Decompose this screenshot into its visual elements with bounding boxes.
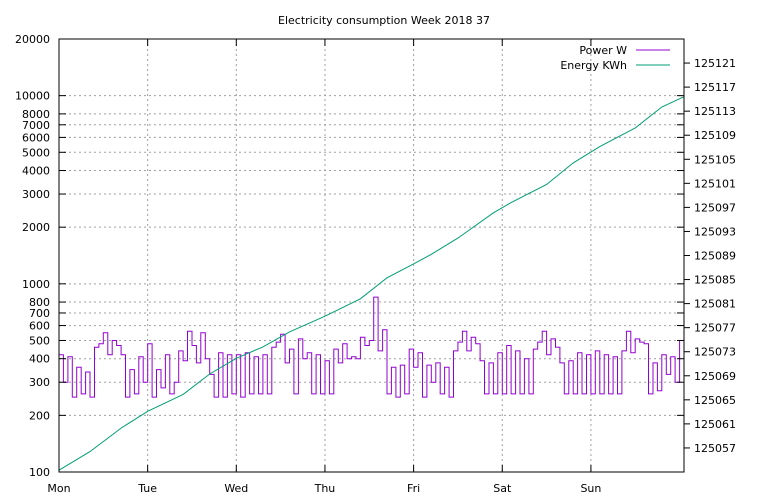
x-tick-label: Wed [224, 482, 248, 495]
y2-axis-ticks: 125057 125061 125065 125069 125073 125077 1250… [684, 57, 736, 455]
y-tick-label: 800 [29, 296, 50, 309]
y-tick-label: 400 [29, 353, 50, 366]
y2-tick-label: 125109 [694, 129, 736, 142]
y-tick-label: 8000 [22, 108, 50, 121]
x-tick-label: Fri [407, 482, 420, 495]
y-tick-label: 700 [29, 307, 50, 320]
y2-tick-label: 125101 [694, 177, 736, 190]
y-tick-label: 5000 [22, 146, 50, 159]
grid [59, 39, 684, 472]
y-tick-label: 100 [29, 466, 50, 479]
y2-tick-label: 125057 [694, 442, 736, 455]
y2-tick-label: 125097 [694, 201, 736, 214]
y2-tick-label: 125081 [694, 298, 736, 311]
y-tick-label: 20000 [15, 33, 50, 46]
legend-label: Energy KWh [560, 59, 627, 72]
y2-tick-label: 125077 [694, 322, 736, 335]
chart-title: Electricity consumption Week 2018 37 [278, 14, 490, 27]
y-tick-label: 300 [29, 376, 50, 389]
y2-tick-label: 125085 [694, 274, 736, 287]
y2-tick-label: 125061 [694, 418, 736, 431]
y-tick-label: 6000 [22, 131, 50, 144]
y-tick-label: 10000 [15, 90, 50, 103]
y-tick-label: 2000 [22, 221, 50, 234]
plot-frame [58, 38, 685, 473]
series-power-line [59, 296, 684, 398]
y2-tick-label: 125073 [694, 346, 736, 359]
x-tick-label: Tue [137, 482, 157, 495]
y-tick-label: 500 [29, 334, 50, 347]
y2-tick-label: 125121 [694, 57, 736, 70]
y2-tick-label: 125089 [694, 250, 736, 263]
y2-tick-label: 125065 [694, 394, 736, 407]
y2-tick-label: 125093 [694, 225, 736, 238]
x-tick-label: Sun [580, 482, 601, 495]
y-tick-label: 600 [29, 320, 50, 333]
y-tick-label: 4000 [22, 165, 50, 178]
x-tick-label: Mon [47, 482, 70, 495]
plot-series [58, 96, 685, 471]
legend: Power W Energy KWh [560, 44, 670, 72]
y2-tick-label: 125113 [694, 105, 736, 118]
y-tick-label: 1000 [22, 278, 50, 291]
x-axis-ticks: Mon Tue Wed Thu Fri Sat Sun [47, 39, 601, 495]
x-tick-label: Sat [493, 482, 512, 495]
legend-label: Power W [579, 44, 627, 57]
y-tick-label: 200 [29, 409, 50, 422]
x-tick-label: Thu [314, 482, 336, 495]
series-energy-line [58, 96, 685, 471]
y2-tick-label: 125117 [694, 81, 736, 94]
y2-tick-label: 125069 [694, 370, 736, 383]
y2-tick-label: 125105 [694, 153, 736, 166]
y-tick-label: 3000 [22, 188, 50, 201]
y-tick-label: 7000 [22, 119, 50, 132]
